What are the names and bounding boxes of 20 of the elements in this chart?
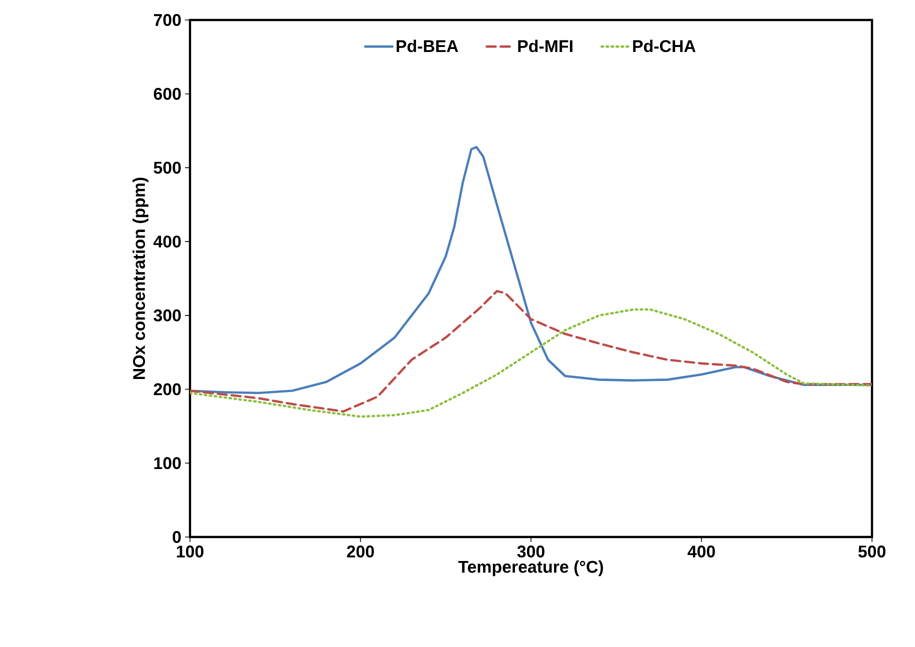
y-tick-label: 600 xyxy=(154,88,181,100)
legend-label: Pd-MFI xyxy=(518,40,572,52)
legend-label: Pd-BEA xyxy=(396,40,458,52)
y-tick-label: 500 xyxy=(154,162,181,174)
x-tick-label: 400 xyxy=(688,546,715,558)
line-series xyxy=(190,308,872,418)
legend-label: Pd-CHA xyxy=(633,40,696,52)
x-tick-label: 200 xyxy=(346,546,374,558)
y-tick-label: 700 xyxy=(154,14,181,26)
x-tick-label: 300 xyxy=(517,546,544,558)
x-axis-title: Tempereature (°C) xyxy=(458,560,604,576)
y-axis-title: NOx concentration (ppm) xyxy=(132,178,148,379)
x-tick-label: 100 xyxy=(176,546,204,558)
y-tick-label: 400 xyxy=(153,236,181,248)
y-tick-label: 300 xyxy=(154,309,181,322)
y-tick-label: 100 xyxy=(154,457,181,470)
line-series xyxy=(190,290,872,413)
x-tick-label: 500 xyxy=(858,546,886,558)
y-tick-label: 0 xyxy=(172,531,181,543)
y-tick-label: 200 xyxy=(154,383,181,396)
